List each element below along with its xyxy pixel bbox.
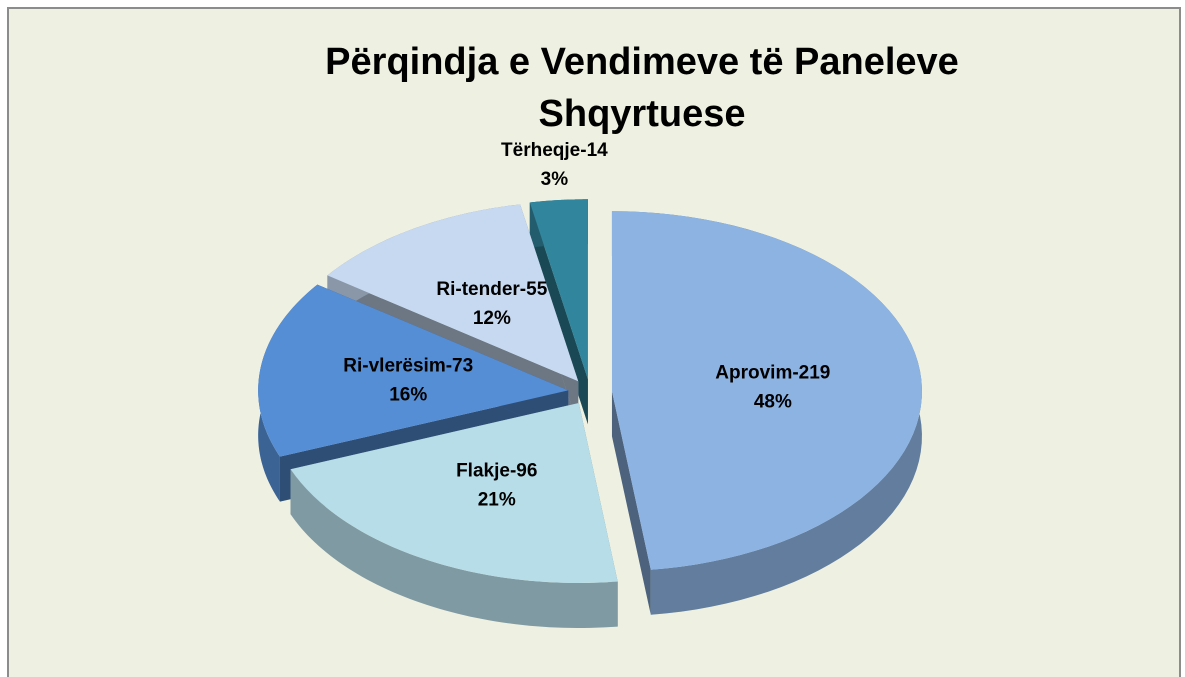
slice-top bbox=[327, 204, 579, 382]
slice-wall-shade bbox=[290, 469, 618, 628]
slice-top bbox=[290, 402, 618, 583]
slice bbox=[611, 211, 922, 615]
slice-wall bbox=[290, 469, 618, 628]
slice bbox=[290, 402, 618, 628]
slice-top bbox=[529, 199, 588, 380]
slice-value-label: 48% bbox=[754, 391, 792, 412]
slice-top bbox=[258, 284, 569, 457]
slice-top bbox=[611, 211, 922, 570]
slice-side-shade bbox=[611, 391, 651, 615]
slice-value-label: 21% bbox=[478, 490, 516, 511]
slice-value-label: 12% bbox=[473, 308, 511, 329]
slice-label: Flakje-96 bbox=[456, 461, 537, 482]
slice-side bbox=[611, 391, 651, 615]
slice-label: Aprovim-219 bbox=[715, 362, 830, 383]
slice-value-label: 16% bbox=[389, 385, 427, 406]
slice-label: Ri-vlerësim-73 bbox=[343, 356, 473, 377]
slice-label: Ri-tender-55 bbox=[436, 279, 547, 300]
chart-title: Përqindja e Vendimeve të Paneleve Shqyrt… bbox=[325, 41, 959, 135]
slice-label: Tërheqje-14 bbox=[501, 140, 608, 161]
slice-value-label: 3% bbox=[541, 169, 569, 190]
